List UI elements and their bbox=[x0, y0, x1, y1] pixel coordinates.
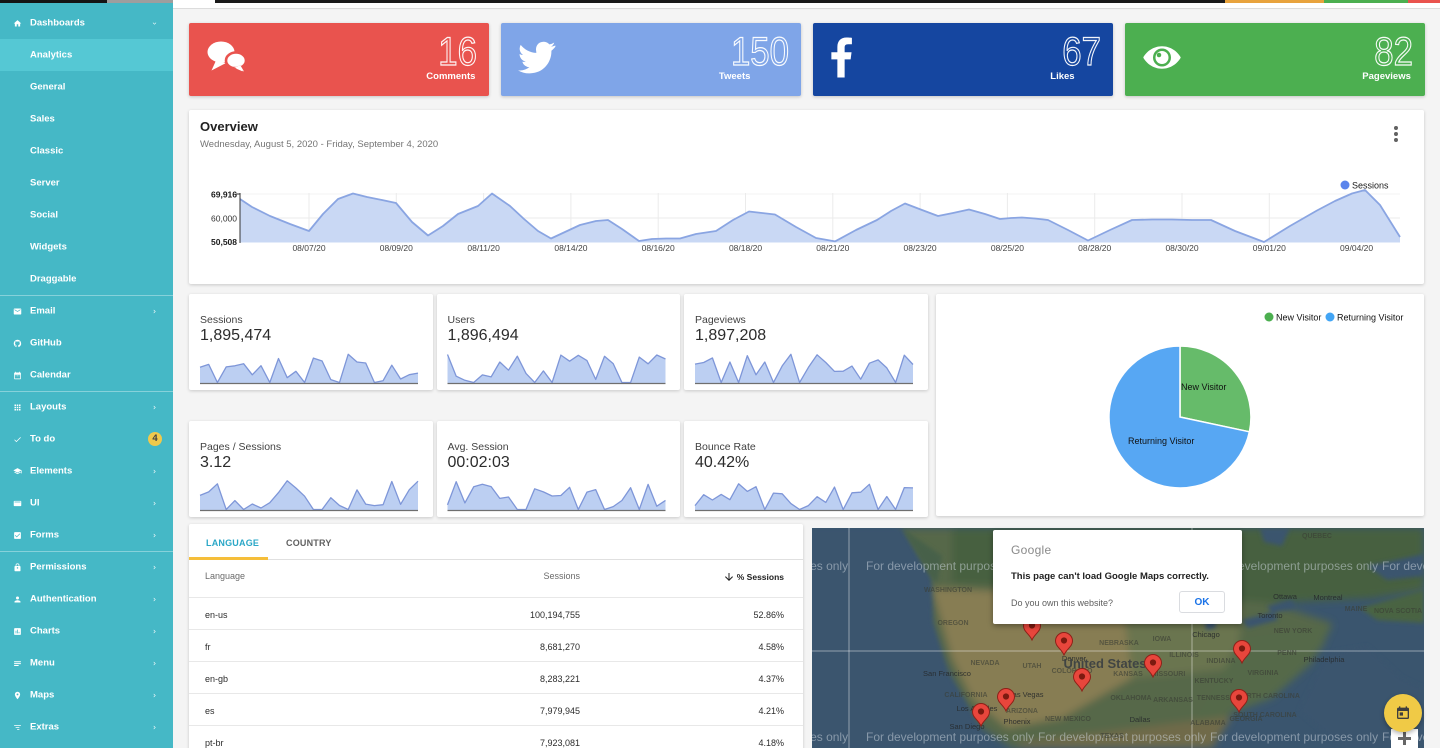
svg-text:PENN: PENN bbox=[1277, 650, 1296, 657]
svg-text:KANSAS: KANSAS bbox=[1113, 671, 1143, 678]
svg-text:For development purposes only: For development purposes only bbox=[812, 559, 848, 573]
svg-text:NEVADA: NEVADA bbox=[970, 660, 999, 667]
svg-text:69,916: 69,916 bbox=[211, 190, 237, 200]
svg-text:ILLINOIS: ILLINOIS bbox=[1169, 652, 1199, 659]
svg-text:ARIZONA: ARIZONA bbox=[1006, 708, 1038, 715]
svg-text:08/23/20: 08/23/20 bbox=[904, 243, 937, 253]
svg-text:TEXAS: TEXAS bbox=[1100, 733, 1124, 740]
svg-text:08/07/20: 08/07/20 bbox=[292, 243, 325, 253]
svg-text:Dallas: Dallas bbox=[1130, 715, 1151, 724]
svg-text:08/16/20: 08/16/20 bbox=[642, 243, 675, 253]
svg-text:For development purposes only: For development purposes only bbox=[866, 730, 1034, 744]
svg-text:Returning Visitor: Returning Visitor bbox=[1128, 436, 1194, 446]
svg-text:OKLAHOMA: OKLAHOMA bbox=[1110, 695, 1151, 702]
svg-text:Philadelphia: Philadelphia bbox=[1304, 655, 1346, 664]
svg-text:ARKANSAS: ARKANSAS bbox=[1153, 697, 1193, 704]
svg-text:For development purposes only: For development purposes only bbox=[1382, 559, 1424, 573]
svg-text:INDIANA: INDIANA bbox=[1206, 658, 1235, 665]
svg-text:ALABAMA: ALABAMA bbox=[1190, 720, 1225, 727]
svg-text:San Francisco: San Francisco bbox=[923, 669, 971, 678]
svg-text:WASHINGTON: WASHINGTON bbox=[924, 587, 972, 594]
svg-text:Las Vegas: Las Vegas bbox=[1008, 690, 1043, 699]
svg-text:67: 67 bbox=[1062, 29, 1101, 74]
svg-text:Sessions: Sessions bbox=[1352, 181, 1389, 191]
svg-text:82: 82 bbox=[1374, 29, 1413, 74]
svg-text:08/11/20: 08/11/20 bbox=[467, 243, 500, 253]
svg-text:08/28/20: 08/28/20 bbox=[1078, 243, 1111, 253]
svg-text:08/25/20: 08/25/20 bbox=[991, 243, 1024, 253]
svg-text:TENNESSEE: TENNESSEE bbox=[1197, 695, 1240, 702]
svg-text:KENTUCKY: KENTUCKY bbox=[1195, 678, 1234, 685]
svg-text:For development purposes only: For development purposes only bbox=[1038, 730, 1206, 744]
svg-text:CALIFORNIA: CALIFORNIA bbox=[944, 692, 987, 699]
svg-text:VIRGINIA: VIRGINIA bbox=[1247, 670, 1278, 677]
svg-text:Phoenix: Phoenix bbox=[1003, 717, 1030, 726]
svg-text:50,508: 50,508 bbox=[211, 237, 237, 247]
svg-text:OREGON: OREGON bbox=[937, 620, 968, 627]
svg-text:08/21/20: 08/21/20 bbox=[816, 243, 849, 253]
svg-text:Chicago: Chicago bbox=[1192, 630, 1220, 639]
svg-text:New Visitor: New Visitor bbox=[1276, 313, 1321, 323]
svg-text:United States: United States bbox=[1063, 656, 1146, 671]
svg-text:NEBRASKA: NEBRASKA bbox=[1099, 640, 1139, 647]
svg-text:IOWA: IOWA bbox=[1153, 636, 1172, 643]
svg-text:For development purposes only: For development purposes only bbox=[866, 559, 1034, 573]
svg-text:For development purposes only: For development purposes only bbox=[1210, 730, 1378, 744]
svg-text:COLORADO: COLORADO bbox=[1052, 668, 1093, 675]
svg-text:60,000: 60,000 bbox=[211, 214, 237, 224]
svg-text:Toronto: Toronto bbox=[1257, 611, 1282, 620]
svg-text:150: 150 bbox=[730, 29, 788, 74]
svg-text:09/01/20: 09/01/20 bbox=[1253, 243, 1286, 253]
svg-text:09/04/20: 09/04/20 bbox=[1340, 243, 1373, 253]
svg-text:For development purposes only: For development purposes only bbox=[812, 730, 848, 744]
svg-text:For development purposes only: For development purposes only bbox=[1210, 559, 1378, 573]
svg-text:Returning Visitor: Returning Visitor bbox=[1337, 313, 1403, 323]
svg-text:08/30/20: 08/30/20 bbox=[1165, 243, 1198, 253]
svg-text:08/09/20: 08/09/20 bbox=[380, 243, 413, 253]
svg-text:QUEBEC: QUEBEC bbox=[1302, 533, 1332, 540]
svg-text:San Diego: San Diego bbox=[949, 722, 984, 731]
svg-text:08/14/20: 08/14/20 bbox=[554, 243, 587, 253]
svg-text:16: 16 bbox=[438, 29, 477, 74]
svg-text:08/18/20: 08/18/20 bbox=[729, 243, 762, 253]
svg-text:NEW YORK: NEW YORK bbox=[1274, 628, 1313, 635]
svg-text:UTAH: UTAH bbox=[1023, 663, 1042, 670]
svg-text:Ottawa: Ottawa bbox=[1273, 592, 1298, 601]
svg-text:SOUTH CAROLINA: SOUTH CAROLINA bbox=[1233, 712, 1296, 719]
svg-text:Montreal: Montreal bbox=[1313, 593, 1343, 602]
svg-text:MAINE: MAINE bbox=[1345, 606, 1368, 613]
svg-text:Denver: Denver bbox=[1062, 654, 1087, 663]
svg-text:NOVA SCOTIA: NOVA SCOTIA bbox=[1374, 608, 1422, 615]
svg-text:NEW MEXICO: NEW MEXICO bbox=[1045, 716, 1091, 723]
svg-text:MISSOURI: MISSOURI bbox=[1151, 671, 1186, 678]
svg-text:New Visitor: New Visitor bbox=[1181, 382, 1226, 392]
svg-text:NORTH CAROLINA: NORTH CAROLINA bbox=[1236, 693, 1300, 700]
svg-text:GEORGIA: GEORGIA bbox=[1229, 716, 1262, 723]
